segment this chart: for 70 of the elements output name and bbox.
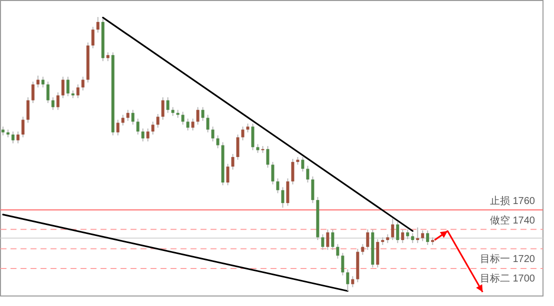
candlestick — [231, 154, 234, 170]
ref-line-label: 目标一 1720 — [480, 252, 536, 265]
candlestick — [11, 131, 14, 144]
candlestick — [326, 228, 330, 250]
candlestick — [376, 238, 380, 268]
candlestick — [206, 114, 210, 133]
candlestick — [91, 26, 94, 49]
candlestick — [61, 76, 64, 99]
candlestick — [406, 228, 410, 240]
candlestick — [156, 113, 160, 128]
candlestick — [401, 228, 404, 244]
candlestick — [336, 244, 340, 260]
candlestick — [216, 134, 220, 149]
ref-line-label: 止损 1760 — [490, 194, 536, 207]
candlestick — [211, 126, 214, 142]
candlestick — [96, 16, 100, 34]
candlestick — [286, 178, 290, 206]
candlestick — [56, 92, 60, 110]
candlestick — [281, 186, 284, 208]
candlestick — [146, 128, 150, 142]
candlestick — [151, 121, 154, 136]
candlestick — [166, 96, 170, 114]
candlestick — [361, 244, 364, 256]
candlestick — [291, 158, 294, 185]
candlestick — [46, 81, 50, 104]
candlestick — [136, 118, 140, 136]
candlestick — [141, 128, 144, 142]
candlestick — [81, 76, 84, 91]
candlestick — [186, 118, 190, 131]
candlestick — [181, 111, 184, 126]
candlestick — [251, 123, 254, 151]
candlestick — [366, 228, 370, 250]
candlestick — [201, 106, 204, 122]
candlestick — [236, 134, 240, 160]
candlestick — [351, 276, 354, 288]
candlestick — [121, 114, 124, 126]
candlestick — [66, 76, 70, 97]
candlestick — [266, 146, 270, 168]
candlestick — [301, 156, 304, 172]
candlestick — [196, 106, 200, 126]
candlestick — [341, 252, 344, 276]
candlestick — [131, 109, 134, 126]
candlestick — [16, 131, 20, 144]
candlestick — [41, 76, 44, 88]
candlestick — [416, 226, 420, 244]
candlestick — [51, 96, 54, 110]
candlestick — [346, 268, 350, 292]
candlestick — [126, 109, 130, 122]
candlestick — [426, 230, 430, 246]
candlestick — [311, 176, 314, 204]
candlestick — [321, 234, 324, 250]
candlestick — [396, 220, 400, 244]
candlestick — [116, 119, 120, 136]
candlestick — [226, 163, 230, 186]
ref-line-label: 目标二 1700 — [480, 272, 536, 285]
candlestick — [331, 228, 334, 250]
candlestick — [76, 84, 80, 99]
candlestick — [36, 75, 40, 88]
candlestick — [306, 165, 310, 183]
candlestick — [421, 230, 424, 242]
candlestick — [161, 96, 164, 120]
candlestick — [191, 118, 194, 131]
candlestick — [31, 81, 34, 104]
candlestick — [411, 232, 414, 244]
candlestick — [21, 116, 24, 138]
ref-line-label: 做空 1740 — [490, 214, 536, 226]
candlestick — [26, 96, 30, 124]
candlestick — [241, 126, 244, 141]
candlestick — [391, 218, 394, 241]
candlestick — [276, 178, 280, 194]
